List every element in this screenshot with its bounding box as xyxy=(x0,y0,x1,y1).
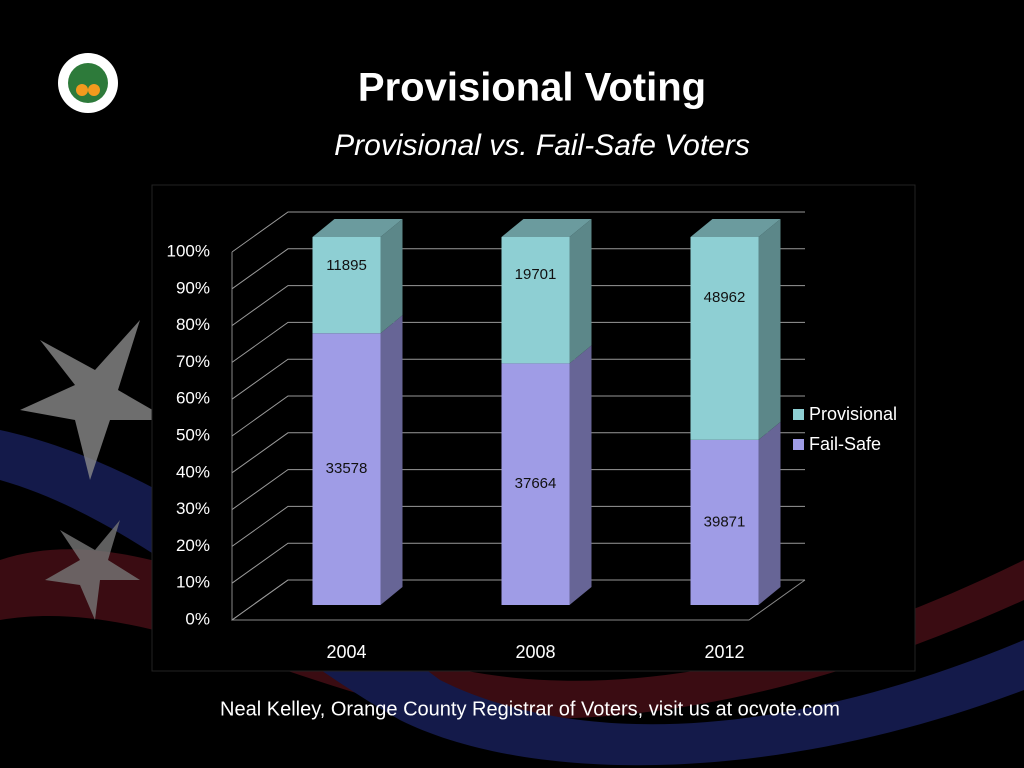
grid-line xyxy=(231,211,805,253)
legend-swatch xyxy=(793,439,804,450)
bar xyxy=(501,363,570,605)
bar-side xyxy=(758,219,781,440)
bar-top xyxy=(312,219,403,237)
bar-top xyxy=(501,219,592,237)
floor xyxy=(232,579,806,621)
grid-line xyxy=(231,432,805,474)
bar xyxy=(312,237,381,334)
bar-side xyxy=(569,345,592,605)
legend-swatch xyxy=(793,409,804,420)
star-decoration xyxy=(45,520,140,620)
county-logo xyxy=(58,53,118,113)
chart: 0% 10% 20% 30% 40% 50% 60% 70% 80% 90% 100% 2004 335… xyxy=(167,211,897,662)
y-tick-label: 0% xyxy=(185,609,210,628)
slide-title: Provisional Voting xyxy=(358,66,706,110)
footer: Neal Kelley, Orange County Registrar of … xyxy=(220,698,840,720)
grid-line xyxy=(231,579,805,621)
bar xyxy=(501,237,570,364)
y-tick-label: 70% xyxy=(176,352,210,371)
bar xyxy=(690,439,759,605)
grid-line xyxy=(231,248,805,290)
y-tick-label: 60% xyxy=(176,389,210,408)
x-tick-label: 2012 xyxy=(704,642,744,662)
y-tick-label: 90% xyxy=(176,278,210,297)
y-tick-label: 50% xyxy=(176,425,210,444)
y-tick-label: 80% xyxy=(176,315,210,334)
bar-top xyxy=(690,219,781,237)
bar-side xyxy=(380,219,403,334)
grid-line xyxy=(231,505,805,547)
legend-label: Fail-Safe xyxy=(809,434,881,454)
star-decoration xyxy=(20,320,170,480)
data-label: 39871 xyxy=(704,513,746,530)
y-tick-label: 20% xyxy=(176,536,210,555)
y-tick-label: 30% xyxy=(176,499,210,518)
bar-side xyxy=(758,421,781,605)
bar xyxy=(690,237,759,440)
data-label: 48962 xyxy=(704,289,746,306)
grid-line xyxy=(231,285,805,327)
grid-line xyxy=(231,395,805,437)
grid-line xyxy=(231,321,805,363)
data-label: 33578 xyxy=(326,460,368,477)
grid-line xyxy=(231,542,805,584)
bar xyxy=(312,333,381,605)
grid-line xyxy=(231,358,805,400)
data-label: 37664 xyxy=(515,475,557,492)
grid-line xyxy=(231,469,805,511)
bar-side xyxy=(380,315,403,605)
y-tick-label: 40% xyxy=(176,462,210,481)
data-label: 11895 xyxy=(326,257,367,274)
legend-label: Provisional xyxy=(809,404,897,424)
bar-side xyxy=(569,219,592,364)
swoosh-red xyxy=(0,549,1024,719)
y-tick-label: 100% xyxy=(167,241,210,260)
x-tick-label: 2008 xyxy=(515,642,555,662)
slide-subtitle: Provisional vs. Fail-Safe Voters xyxy=(334,129,750,162)
y-tick-label: 10% xyxy=(176,573,210,592)
data-label: 19701 xyxy=(515,266,557,283)
x-tick-label: 2004 xyxy=(326,642,366,662)
